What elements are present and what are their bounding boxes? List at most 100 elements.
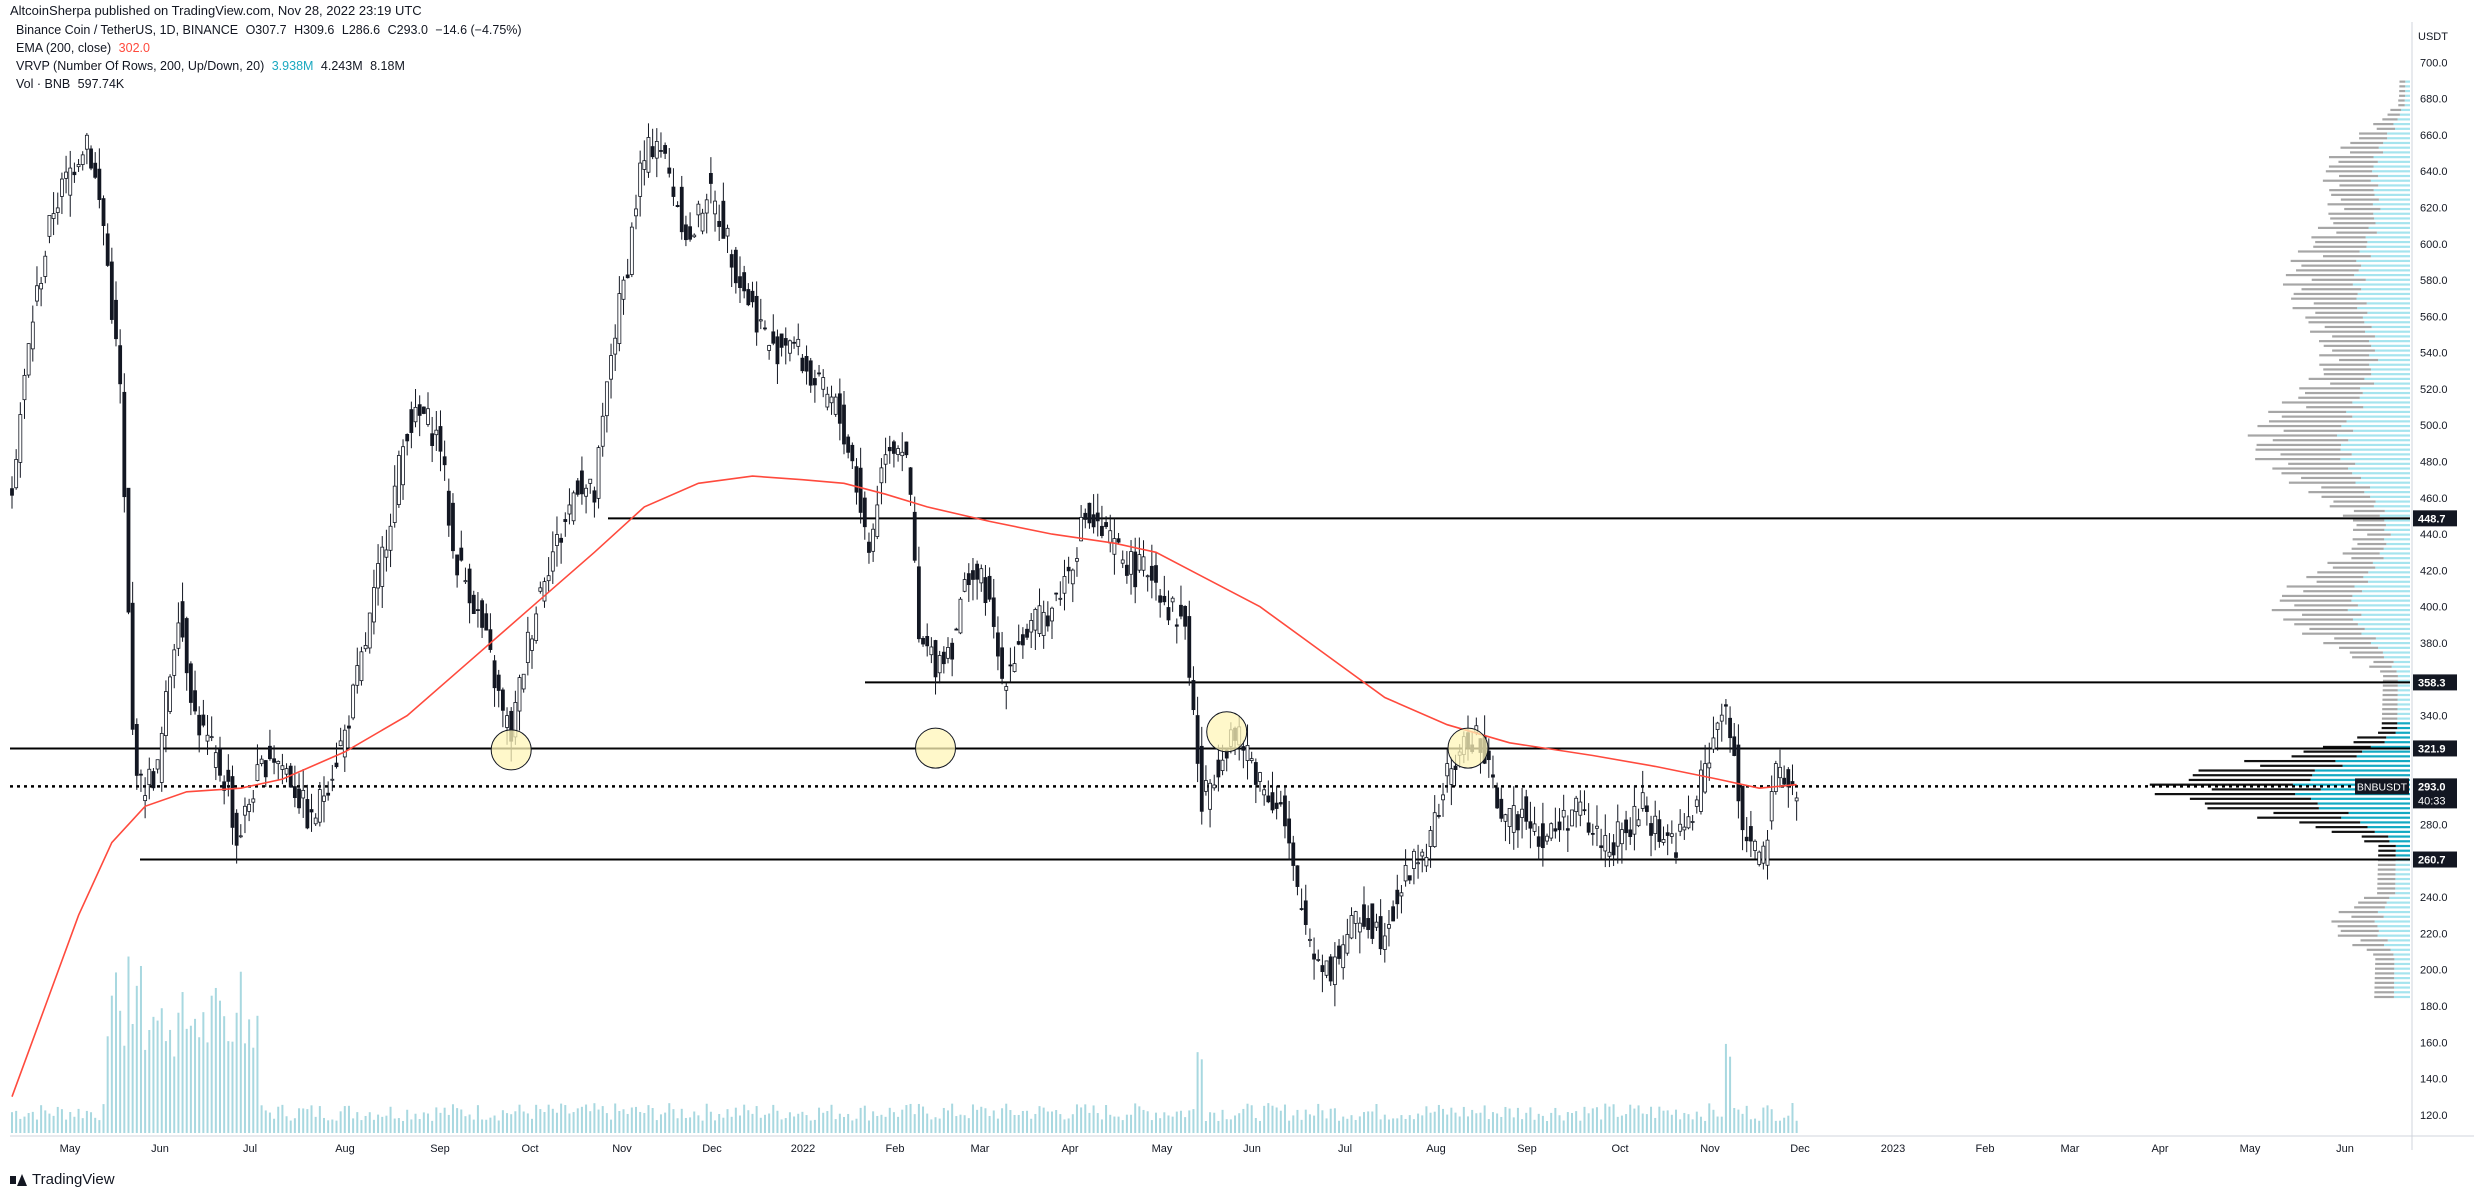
candle-body: [384, 549, 389, 558]
volume-bar: [144, 1049, 147, 1133]
volume-bar: [1712, 1109, 1715, 1133]
volume-bar: [1080, 1107, 1083, 1133]
volume-bar: [268, 1112, 271, 1133]
profile-bar-down: [2329, 505, 2374, 508]
profile-bar-up: [2384, 509, 2410, 513]
volume-bar: [755, 1106, 758, 1133]
profile-bar-down: [2291, 297, 2357, 300]
profile-bar-up: [2374, 217, 2410, 220]
volume-bar: [689, 1117, 692, 1133]
volume-bar: [1716, 1116, 1719, 1133]
profile-bar-down: [2288, 462, 2356, 465]
profile-bar-down: [2328, 212, 2374, 215]
volume-bar: [751, 1113, 754, 1133]
volume-bar: [996, 1118, 999, 1133]
profile-bar-up: [2393, 122, 2410, 126]
candle-body: [713, 200, 717, 215]
candle-body: [850, 444, 855, 462]
profile-bar-up: [2361, 613, 2410, 616]
volume-bar: [260, 1105, 263, 1133]
candle-body: [1366, 918, 1371, 930]
profile-bar-down: [2369, 665, 2392, 668]
candle-body: [326, 792, 331, 796]
candle-body: [1682, 826, 1687, 831]
volume-bar: [1587, 1113, 1590, 1133]
volume-bar: [243, 1043, 246, 1133]
candle-body: [105, 233, 110, 266]
volume-bar: [1471, 1109, 1474, 1133]
candle-body: [1303, 900, 1308, 925]
legend-ema[interactable]: EMA (200, close) 302.0: [16, 40, 154, 57]
profile-bar-up: [2348, 467, 2410, 470]
candle-body: [1058, 597, 1063, 600]
candle-body: [904, 441, 909, 456]
profile-bar-up: [2341, 816, 2410, 819]
volume-bar: [1159, 1118, 1162, 1133]
volume-bar: [984, 1108, 987, 1133]
profile-bar-down: [2377, 863, 2396, 866]
profile-bar-down: [2382, 693, 2398, 697]
profile-bar-up: [2384, 906, 2410, 909]
profile-bar-up: [2367, 311, 2410, 314]
volume-bar: [1055, 1110, 1058, 1133]
candle-body: [297, 788, 301, 809]
volume-bar: [922, 1106, 925, 1133]
volume-bar: [1075, 1104, 1078, 1133]
candle-body: [1328, 956, 1333, 982]
candle-body: [184, 618, 189, 674]
volume-bar: [48, 1113, 51, 1133]
volume-bar: [901, 1109, 904, 1133]
profile-bar-down: [2357, 736, 2387, 739]
volume-bar: [314, 1116, 317, 1133]
time-axis-label: Apr: [1061, 1143, 1078, 1155]
touch-circle: [915, 727, 957, 769]
volume-bar: [1375, 1104, 1378, 1133]
profile-bar-up: [2374, 830, 2410, 833]
volume-bar: [809, 1120, 812, 1133]
profile-bar-down: [2352, 943, 2385, 947]
candle-body: [812, 378, 817, 386]
volume-bar: [1150, 1120, 1153, 1133]
volume-bar: [1741, 1113, 1744, 1133]
candle-body: [405, 434, 410, 442]
volume-bar: [1654, 1117, 1657, 1133]
candle-body: [821, 377, 826, 390]
candle-body: [1578, 801, 1583, 816]
volume-bar: [1529, 1107, 1532, 1133]
candle-body: [733, 249, 738, 284]
volume-bar: [56, 1106, 59, 1133]
volume-bar: [1383, 1114, 1386, 1133]
volume-bar: [1342, 1116, 1345, 1133]
tradingview-logo-icon: [10, 1174, 27, 1186]
volume-bar: [468, 1114, 471, 1133]
price-axis-tick: 600.0: [2420, 239, 2448, 251]
volume-bar: [169, 1029, 172, 1133]
legend-vrvp[interactable]: VRVP (Number Of Rows, 200, Up/Down, 20) …: [16, 58, 409, 75]
legend-volume[interactable]: Vol · BNB 597.74K: [16, 76, 128, 93]
volume-bar: [1733, 1107, 1736, 1133]
volume-bar: [1308, 1114, 1311, 1133]
profile-bar-up: [2370, 495, 2410, 498]
profile-bar-up: [2377, 910, 2410, 914]
volume-bar: [1412, 1119, 1415, 1133]
candle-body: [1794, 797, 1799, 802]
time-axis-label: Apr: [2151, 1143, 2168, 1155]
volume-bar: [1662, 1110, 1665, 1133]
tradingview-footer[interactable]: TradingView: [10, 1170, 115, 1190]
volume-bar: [1508, 1108, 1511, 1133]
profile-bar-down: [2338, 160, 2378, 163]
volume-bar: [547, 1104, 550, 1133]
candle-body: [1703, 763, 1708, 793]
profile-bar-up: [2351, 453, 2410, 456]
volume-bar: [77, 1108, 80, 1133]
candle-body: [205, 734, 210, 742]
profile-bar-down: [2377, 877, 2396, 881]
profile-bar-up: [2370, 179, 2410, 182]
candle-body: [783, 338, 788, 346]
profile-bar-up: [2387, 939, 2410, 942]
candle-body: [1208, 782, 1212, 810]
volume-bar: [310, 1105, 313, 1133]
candle-body: [218, 748, 222, 776]
profile-bar-down: [2305, 391, 2363, 395]
